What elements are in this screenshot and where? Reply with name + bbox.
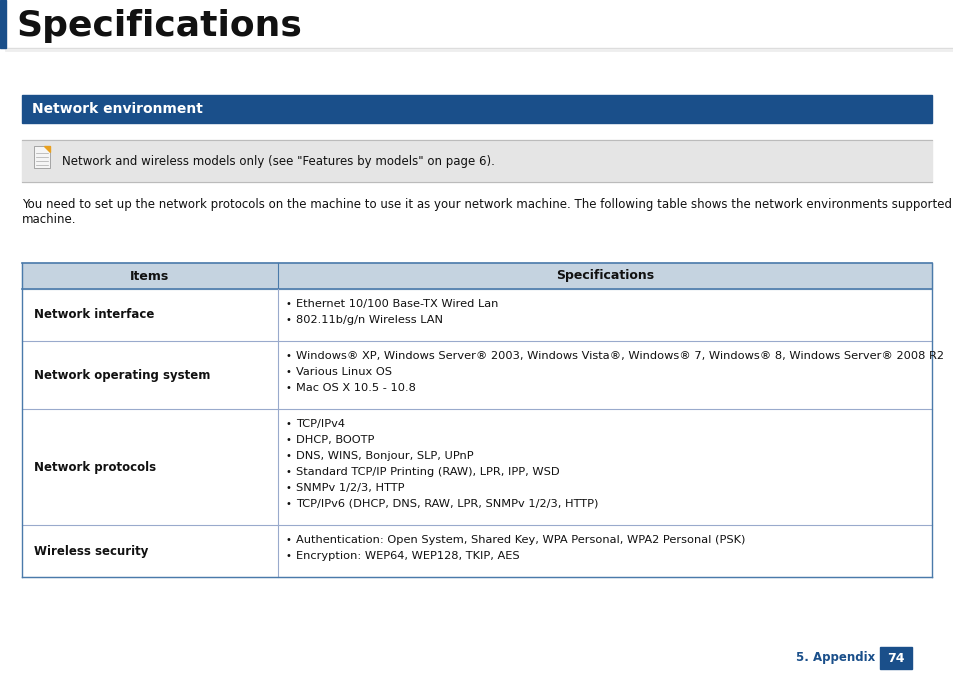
Text: Specifications: Specifications [16, 9, 301, 43]
Bar [879, 647, 911, 669]
Text: DNS, WINS, Bonjour, SLP, UPnP: DNS, WINS, Bonjour, SLP, UPnP [295, 451, 473, 461]
Text: •: • [286, 299, 292, 309]
Text: •: • [286, 483, 292, 493]
Text: •: • [286, 551, 292, 561]
Text: Windows® XP, Windows Server® 2003, Windows Vista®, Windows® 7, Windows® 8, Windo: Windows® XP, Windows Server® 2003, Windo… [295, 351, 943, 361]
Text: You need to set up the network protocols on the machine to use it as your networ: You need to set up the network protocols… [22, 198, 953, 211]
Bar [22, 95, 931, 123]
Text: •: • [286, 367, 292, 377]
Text: Network protocols: Network protocols [34, 460, 156, 473]
Text: •: • [286, 315, 292, 325]
Text: Ethernet 10/100 Base-TX Wired Lan: Ethernet 10/100 Base-TX Wired Lan [295, 299, 497, 309]
Text: Network and wireless models only (see "Features by models" on page 6).: Network and wireless models only (see "F… [62, 155, 495, 167]
Text: •: • [286, 419, 292, 429]
Text: •: • [286, 467, 292, 477]
Text: Authentication: Open System, Shared Key, WPA Personal, WPA2 Personal (PSK): Authentication: Open System, Shared Key,… [295, 535, 744, 545]
Text: Various Linux OS: Various Linux OS [295, 367, 392, 377]
Text: •: • [286, 499, 292, 509]
Text: 5. Appendix: 5. Appendix [795, 651, 874, 664]
Text: •: • [286, 383, 292, 393]
Text: TCP/IPv4: TCP/IPv4 [295, 419, 345, 429]
Text: TCP/IPv6 (DHCP, DNS, RAW, LPR, SNMPv 1/2/3, HTTP): TCP/IPv6 (DHCP, DNS, RAW, LPR, SNMPv 1/2… [295, 499, 598, 509]
Bar [22, 341, 931, 409]
Bar [22, 289, 931, 341]
Text: machine.: machine. [22, 213, 76, 226]
Text: Network environment: Network environment [32, 102, 203, 116]
Text: Standard TCP/IP Printing (RAW), LPR, IPP, WSD: Standard TCP/IP Printing (RAW), LPR, IPP… [295, 467, 559, 477]
Text: Specifications: Specifications [556, 269, 654, 283]
Bar [22, 525, 931, 577]
Bar [22, 263, 931, 289]
Bar [34, 146, 50, 168]
Text: Mac OS X 10.5 - 10.8: Mac OS X 10.5 - 10.8 [295, 383, 416, 393]
Text: Wireless security: Wireless security [34, 545, 149, 558]
Text: 74: 74 [886, 651, 903, 664]
Text: SNMPv 1/2/3, HTTP: SNMPv 1/2/3, HTTP [295, 483, 404, 493]
Text: Encryption: WEP64, WEP128, TKIP, AES: Encryption: WEP64, WEP128, TKIP, AES [295, 551, 519, 561]
Bar [0, 0, 6, 48]
Text: Network operating system: Network operating system [34, 369, 211, 381]
Text: •: • [286, 351, 292, 361]
Text: •: • [286, 435, 292, 445]
Text: •: • [286, 535, 292, 545]
Bar [22, 140, 931, 182]
Text: 802.11b/g/n Wireless LAN: 802.11b/g/n Wireless LAN [295, 315, 442, 325]
Text: Items: Items [131, 269, 170, 283]
Bar [22, 409, 931, 525]
Text: •: • [286, 451, 292, 461]
Text: Network interface: Network interface [34, 308, 154, 321]
Polygon shape [44, 146, 50, 152]
Text: DHCP, BOOTP: DHCP, BOOTP [295, 435, 374, 445]
